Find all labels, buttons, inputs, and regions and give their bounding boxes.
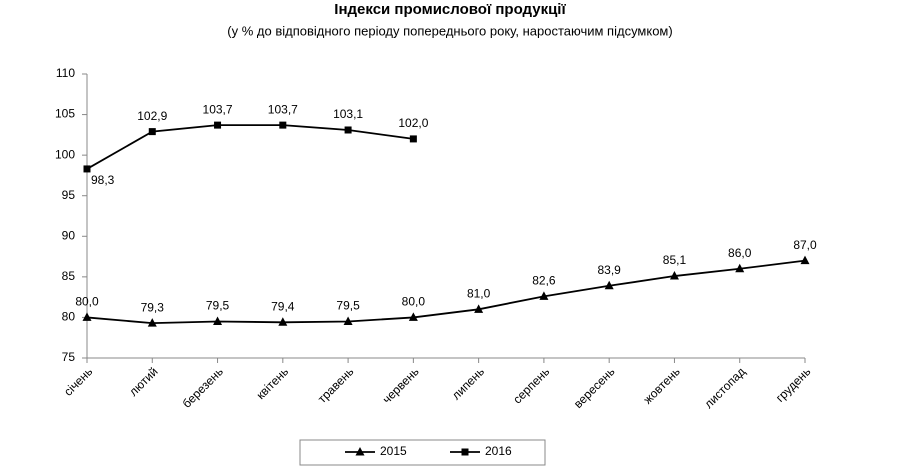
chart-subtitle: (у % до відповідного періоду попередньог… <box>227 23 672 38</box>
marker <box>83 165 91 173</box>
marker <box>474 304 484 313</box>
y-tick-label: 80 <box>62 310 76 324</box>
data-label: 103,7 <box>203 102 233 116</box>
data-label: 79,5 <box>206 299 230 313</box>
marker <box>343 316 353 325</box>
data-label: 85,1 <box>663 253 687 267</box>
y-tick-label: 110 <box>56 66 75 80</box>
marker <box>147 318 157 327</box>
series-line <box>86 124 414 170</box>
marker <box>279 121 287 129</box>
marker <box>800 255 810 265</box>
data-label: 79,3 <box>141 300 165 314</box>
data-label: 82,6 <box>532 274 556 288</box>
data-label: 87,0 <box>793 238 817 252</box>
series-line <box>86 259 806 325</box>
data-label: 79,5 <box>336 299 360 313</box>
x-tick-label: грудень <box>773 364 813 404</box>
marker <box>669 271 679 280</box>
data-label: 79,4 <box>271 299 295 313</box>
data-label: 80,0 <box>75 295 99 309</box>
x-tick-label: січень <box>61 364 95 398</box>
x-tick-label: травень <box>315 364 356 405</box>
x-tick-label: липень <box>449 364 487 402</box>
data-label: 83,9 <box>598 263 622 277</box>
marker <box>735 263 745 273</box>
marker <box>213 316 223 325</box>
data-label: 81,0 <box>467 286 491 300</box>
x-tick-label: лютий <box>126 364 160 398</box>
y-tick-label: 105 <box>55 107 75 121</box>
x-tick-label: квітень <box>254 364 292 402</box>
data-label: 103,1 <box>333 107 363 121</box>
marker <box>604 280 614 290</box>
y-tick-label: 75 <box>62 350 76 364</box>
data-label: 102,9 <box>137 109 167 123</box>
legend-marker <box>461 448 469 456</box>
y-tick-label: 90 <box>62 228 76 242</box>
x-tick-label: серпень <box>510 364 552 406</box>
x-tick-label: листопад <box>701 364 748 411</box>
marker <box>148 128 156 136</box>
data-label: 80,0 <box>402 295 426 309</box>
x-tick-label: березень <box>180 364 226 410</box>
marker <box>344 126 352 134</box>
legend-box <box>299 439 546 466</box>
data-label: 103,7 <box>268 102 298 116</box>
data-label: 98,3 <box>91 173 115 187</box>
legend-marker <box>355 447 365 456</box>
marker <box>278 317 288 326</box>
marker <box>82 312 92 321</box>
marker <box>409 135 417 143</box>
data-label: 102,0 <box>398 116 428 130</box>
x-tick-label: вересень <box>571 364 618 411</box>
marker <box>408 312 418 321</box>
y-tick-label: 100 <box>55 147 75 161</box>
marker <box>214 121 222 129</box>
y-tick-label: 85 <box>62 269 76 283</box>
legend-label: 2015 <box>380 444 407 458</box>
legend-label: 2016 <box>485 444 512 458</box>
chart-title: Індекси промислової продукції <box>334 1 566 18</box>
x-tick-label: червень <box>380 364 422 406</box>
x-tick-label: жовтень <box>641 364 683 406</box>
data-label: 86,0 <box>728 246 752 260</box>
y-tick-label: 95 <box>62 188 76 202</box>
marker <box>539 291 549 300</box>
